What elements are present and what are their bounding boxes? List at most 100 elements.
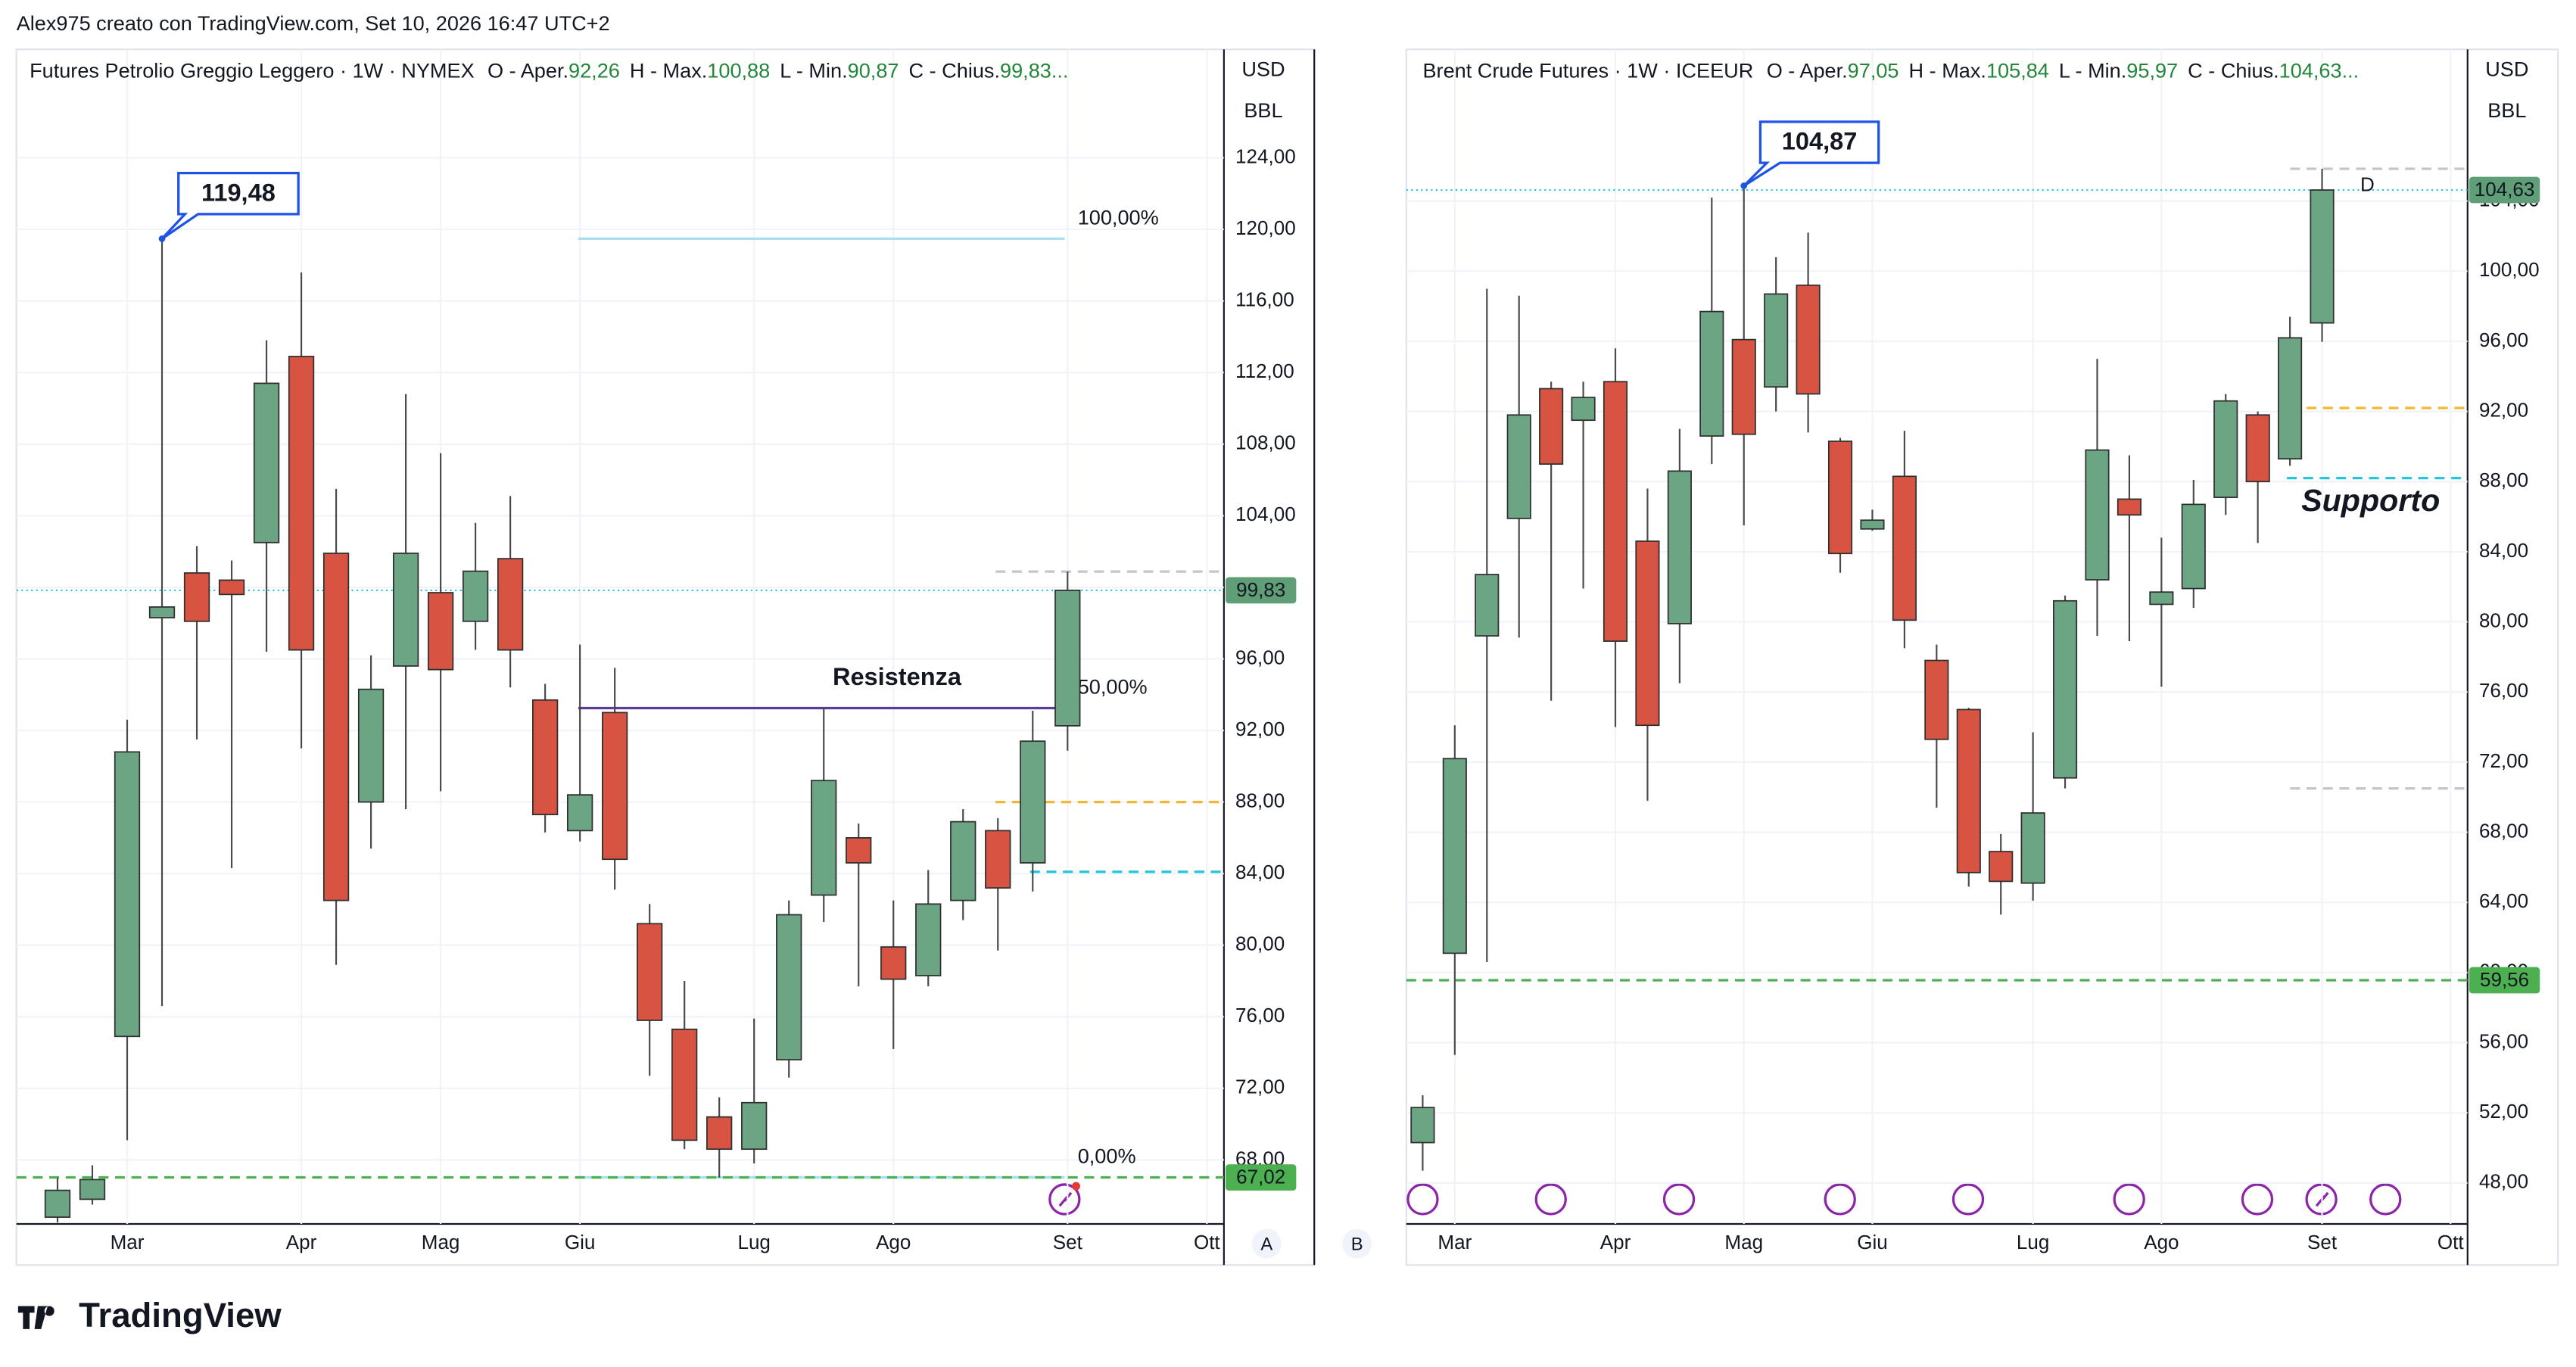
y-tick-label: 80,00 <box>1235 933 1285 955</box>
legend-key: H - Max. <box>630 59 707 83</box>
callout-point <box>1740 182 1748 189</box>
chart-header: Futures Petrolio Greggio Leggero · 1W · … <box>30 59 1068 83</box>
y-tick-label: 56,00 <box>2479 1029 2528 1052</box>
candle-body <box>846 836 872 864</box>
legend-value: 105,84 <box>1986 59 2049 83</box>
legend-key: L - Min. <box>2059 59 2126 83</box>
candle-body <box>1410 1107 1435 1144</box>
y-tick-label: 108,00 <box>1235 431 1296 454</box>
candle-body <box>985 830 1011 889</box>
candle-body <box>1020 740 1046 864</box>
candle-body <box>1571 397 1596 422</box>
x-tick-label: Lug <box>737 1231 770 1253</box>
candle-body <box>531 699 559 815</box>
price-label: 104,63 <box>2475 178 2535 201</box>
candle-body <box>2181 503 2206 590</box>
y-tick-label: 96,00 <box>1235 646 1285 668</box>
currency: USD <box>2485 58 2528 81</box>
note: D <box>2360 173 2375 195</box>
candle-body <box>183 572 210 622</box>
candle-body <box>288 356 315 651</box>
pane-label[interactable]: A <box>1260 1235 1272 1255</box>
fib-label: 50,00% <box>1078 675 1148 699</box>
legend-value: 100,88 <box>707 59 770 83</box>
y-tick-label: 52,00 <box>2479 1100 2528 1123</box>
y-tick-label: 72,00 <box>2479 749 2528 772</box>
candle-body <box>566 794 593 832</box>
candle-body <box>2149 591 2174 606</box>
y-tick-label: 100,00 <box>2479 258 2540 281</box>
candle-body <box>915 903 942 976</box>
y-tick-label: 48,00 <box>2479 1170 2528 1193</box>
y-tick-label: 76,00 <box>1235 1004 1285 1026</box>
chart-title: Futures Petrolio Greggio Leggero · 1W · … <box>30 59 475 83</box>
price-label: 99,83 <box>1236 578 1285 601</box>
callout-box <box>160 171 300 240</box>
candle-body <box>1764 293 1789 388</box>
y-tick-label: 72,00 <box>1235 1076 1285 1098</box>
x-tick-label: Ago <box>2144 1231 2179 1253</box>
y-tick-label: 104,00 <box>1235 503 1296 525</box>
candle-body <box>2053 599 2078 779</box>
candle-body <box>114 751 141 1038</box>
legend-value: 95,97 <box>2126 59 2178 83</box>
candle-body <box>602 712 628 861</box>
brand: TradingView <box>79 1296 282 1334</box>
pane-label[interactable]: B <box>1351 1235 1363 1255</box>
legend-value: 97,05 <box>1848 59 1899 83</box>
y-tick-label: 84,00 <box>1235 861 1285 883</box>
event-dot <box>1072 1182 1080 1191</box>
candle-body <box>706 1116 733 1151</box>
legend-value: 104,63... <box>2279 59 2360 83</box>
candle-body <box>1827 441 1853 555</box>
callout-point <box>158 235 166 242</box>
candle-body <box>497 558 524 651</box>
candle-body <box>2020 812 2045 884</box>
chart-title: Brent Crude Futures · 1W · ICEEUR <box>1422 59 1753 83</box>
x-tick-label: Mar <box>1438 1231 1472 1253</box>
x-tick-label: Ott <box>2437 1231 2464 1253</box>
x-tick-label: Mag <box>1724 1231 1763 1253</box>
fib-label: 0,00% <box>1078 1144 1136 1168</box>
candle-body <box>1860 519 1885 530</box>
brand-logo: TradingView <box>17 1296 282 1334</box>
candle-body <box>253 382 280 543</box>
candle-body <box>218 579 245 596</box>
price-label: 59,56 <box>2480 968 2529 991</box>
y-tick-label: 80,00 <box>2479 609 2528 631</box>
candle-body <box>2085 449 2110 581</box>
y-tick-label: 120,00 <box>1235 216 1296 239</box>
price-label-bg <box>2469 176 2540 204</box>
y-tick-label: 84,00 <box>2479 539 2528 562</box>
legend-key: O - Aper. <box>1767 59 1848 83</box>
candle-body <box>1796 284 1821 395</box>
y-tick-label: 76,00 <box>2479 679 2528 702</box>
price-label: 67,02 <box>1236 1166 1285 1188</box>
candle-body <box>811 780 837 896</box>
unit: BBL <box>2487 98 2526 122</box>
candle-body <box>1506 414 1531 519</box>
legend-value: 99,83... <box>1000 59 1068 83</box>
x-tick-label: Set <box>2307 1231 2338 1253</box>
candle-body <box>1442 758 1467 954</box>
y-tick-label: 92,00 <box>1235 718 1285 740</box>
callout-label: 104,87 <box>1782 128 1858 155</box>
candle-body <box>2278 337 2303 460</box>
y-tick-label: 116,00 <box>1235 288 1294 311</box>
candle-body <box>2310 189 2335 324</box>
candle-body <box>1956 708 1981 873</box>
candle-body <box>44 1189 71 1218</box>
legend-key: C - Chius. <box>2188 59 2279 83</box>
legend-key: C - Chius. <box>909 59 1001 83</box>
candle-body <box>880 946 907 980</box>
pane-switch[interactable]: A B <box>1251 1228 1372 1259</box>
plot: 100,00% 50,00% 0,00% <box>16 49 1224 1225</box>
y-tick-label: 124,00 <box>1235 145 1296 167</box>
candle-body <box>671 1028 698 1141</box>
candle-body <box>950 821 977 901</box>
candle-body <box>357 688 385 803</box>
y-tick-label: 96,00 <box>2479 329 2528 351</box>
y-tick-label: 68,00 <box>2479 819 2528 842</box>
